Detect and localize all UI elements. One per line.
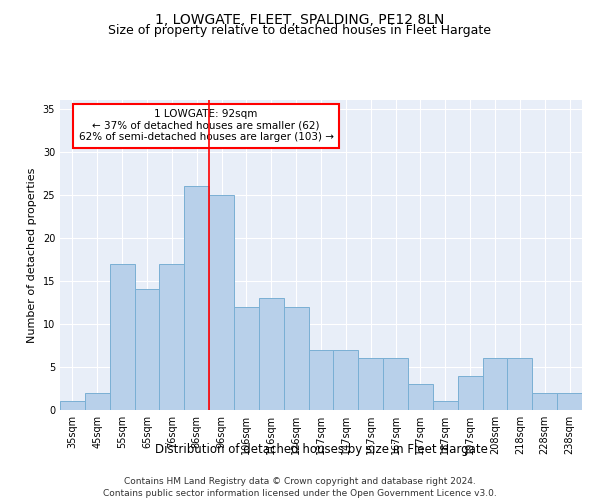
Bar [60,402,85,410]
Bar [408,384,433,410]
Text: Contains HM Land Registry data © Crown copyright and database right 2024.: Contains HM Land Registry data © Crown c… [124,478,476,486]
Bar [259,298,284,410]
Bar [557,393,582,410]
Y-axis label: Number of detached properties: Number of detached properties [27,168,37,342]
Bar [358,358,383,410]
Bar [160,264,184,410]
Bar [184,186,209,410]
Bar [334,350,358,410]
Bar [85,393,110,410]
Bar [234,306,259,410]
Bar [134,290,160,410]
Bar [508,358,532,410]
Text: Contains public sector information licensed under the Open Government Licence v3: Contains public sector information licen… [103,489,497,498]
Bar [110,264,134,410]
Text: 1, LOWGATE, FLEET, SPALDING, PE12 8LN: 1, LOWGATE, FLEET, SPALDING, PE12 8LN [155,12,445,26]
Bar [532,393,557,410]
Text: Size of property relative to detached houses in Fleet Hargate: Size of property relative to detached ho… [109,24,491,37]
Text: 1 LOWGATE: 92sqm
← 37% of detached houses are smaller (62)
62% of semi-detached : 1 LOWGATE: 92sqm ← 37% of detached house… [79,110,334,142]
Text: Distribution of detached houses by size in Fleet Hargate: Distribution of detached houses by size … [155,442,487,456]
Bar [433,402,458,410]
Bar [209,194,234,410]
Bar [482,358,508,410]
Bar [284,306,308,410]
Bar [383,358,408,410]
Bar [308,350,334,410]
Bar [458,376,482,410]
